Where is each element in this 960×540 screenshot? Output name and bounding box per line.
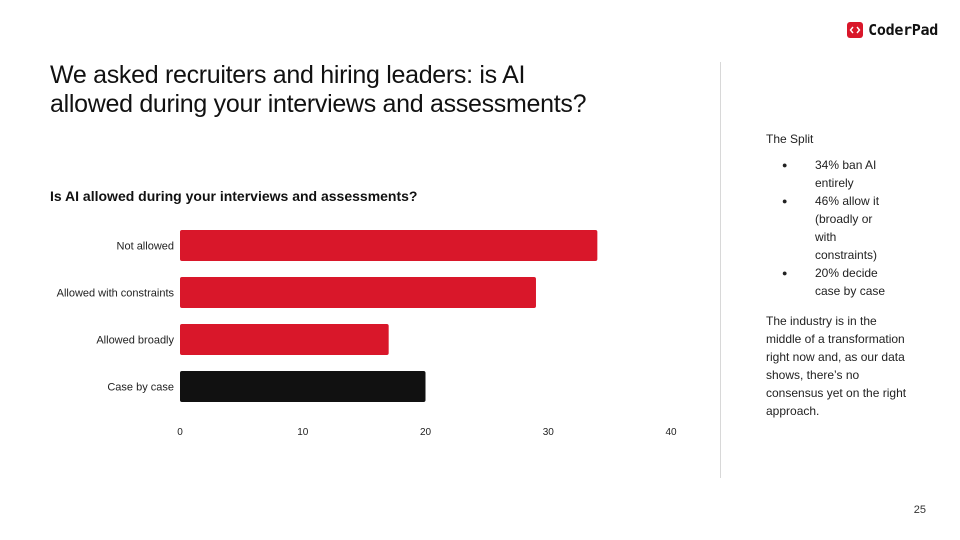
divider bbox=[720, 62, 721, 478]
brand-name: CoderPad bbox=[868, 21, 938, 39]
summary-bullet: 34% ban AI entirely bbox=[766, 156, 916, 192]
x-tick-label: 20 bbox=[420, 427, 432, 438]
x-tick-label: 30 bbox=[543, 427, 555, 438]
x-tick-label: 0 bbox=[177, 427, 183, 438]
x-tick-label: 40 bbox=[665, 427, 677, 438]
slide-title: We asked recruiters and hiring leaders: … bbox=[50, 61, 587, 118]
summary-list: 34% ban AI entirely 46% allow it (broadl… bbox=[766, 156, 916, 300]
chart-title: Is AI allowed during your interviews and… bbox=[50, 188, 418, 204]
bar bbox=[180, 371, 426, 402]
category-label: Allowed broadly bbox=[96, 335, 174, 347]
bar bbox=[180, 230, 598, 261]
category-label: Case by case bbox=[107, 382, 174, 394]
summary-heading: The Split bbox=[766, 132, 814, 146]
bar bbox=[180, 324, 389, 355]
bar-chart: Not allowed Allowed with constraints Allow… bbox=[57, 230, 677, 438]
code-brackets-icon bbox=[847, 22, 864, 38]
page-number: 25 bbox=[913, 504, 926, 516]
summary-body: The industry is in the middle of a trans… bbox=[766, 314, 907, 418]
brand-logo: CoderPad bbox=[847, 21, 938, 39]
summary-bullet: 20% decide case by case bbox=[766, 264, 916, 300]
category-label: Not allowed bbox=[117, 241, 174, 253]
x-tick-label: 10 bbox=[297, 427, 309, 438]
summary-bullet: 46% allow it (broadly or with constraint… bbox=[766, 192, 916, 264]
bar bbox=[180, 277, 536, 308]
summary-panel: The Split 34% ban AI entirely 46% allow … bbox=[766, 130, 916, 420]
category-label: Allowed with constraints bbox=[57, 288, 175, 300]
